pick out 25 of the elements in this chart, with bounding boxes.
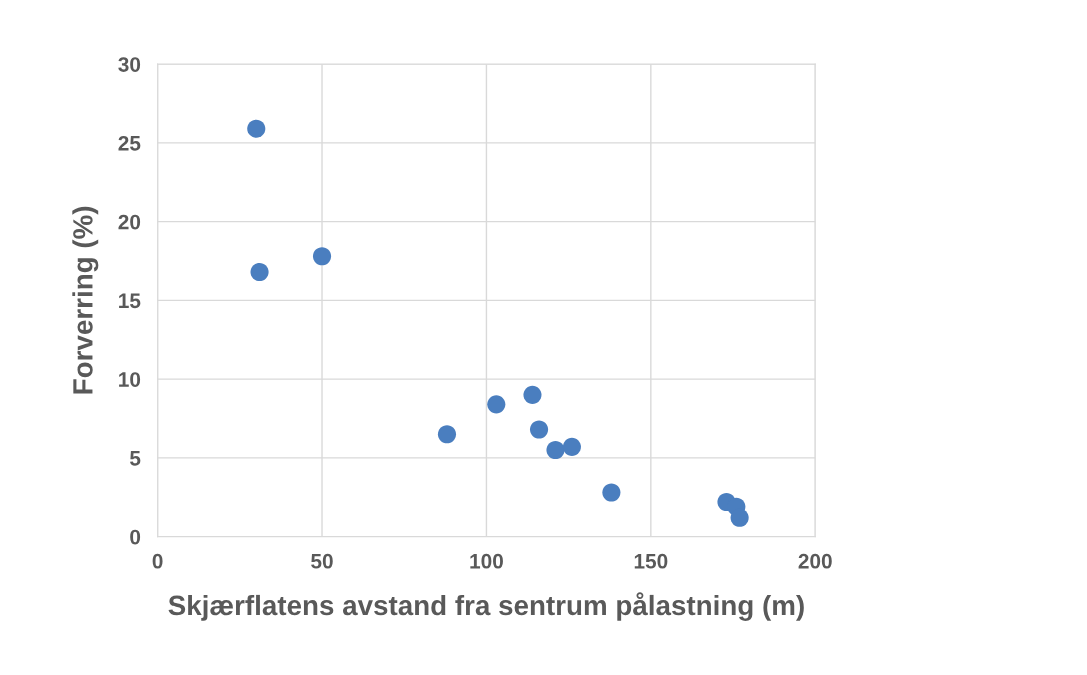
x-tick-label: 50 — [311, 553, 333, 569]
y-tick-label: 25 — [118, 135, 141, 151]
x-tick-label: 200 — [798, 553, 832, 569]
x-tick-label: 0 — [152, 553, 163, 569]
y-tick-label: 20 — [118, 214, 141, 230]
point — [312, 247, 332, 266]
y-axis-title: Forverring (%) — [72, 206, 99, 394]
y-tick-label: 30 — [118, 57, 141, 72]
y-tick-label: 15 — [119, 293, 141, 309]
point — [247, 119, 266, 138]
point — [523, 385, 542, 404]
point — [250, 262, 269, 282]
point — [730, 508, 749, 527]
y-tick-label: 5 — [130, 451, 141, 466]
point — [437, 425, 457, 444]
point — [546, 440, 565, 460]
x-axis-title: Skjærflatens avstand fra sentrum pålastning (m) — [168, 592, 804, 621]
point — [602, 483, 621, 502]
y-tick-label: 10 — [119, 372, 141, 387]
point — [487, 395, 506, 414]
x-tick-label: 100 — [470, 553, 503, 569]
y-tick-label: 0 — [130, 529, 141, 545]
point — [562, 437, 581, 456]
x-tick-label: 150 — [634, 553, 668, 569]
point — [529, 420, 549, 439]
